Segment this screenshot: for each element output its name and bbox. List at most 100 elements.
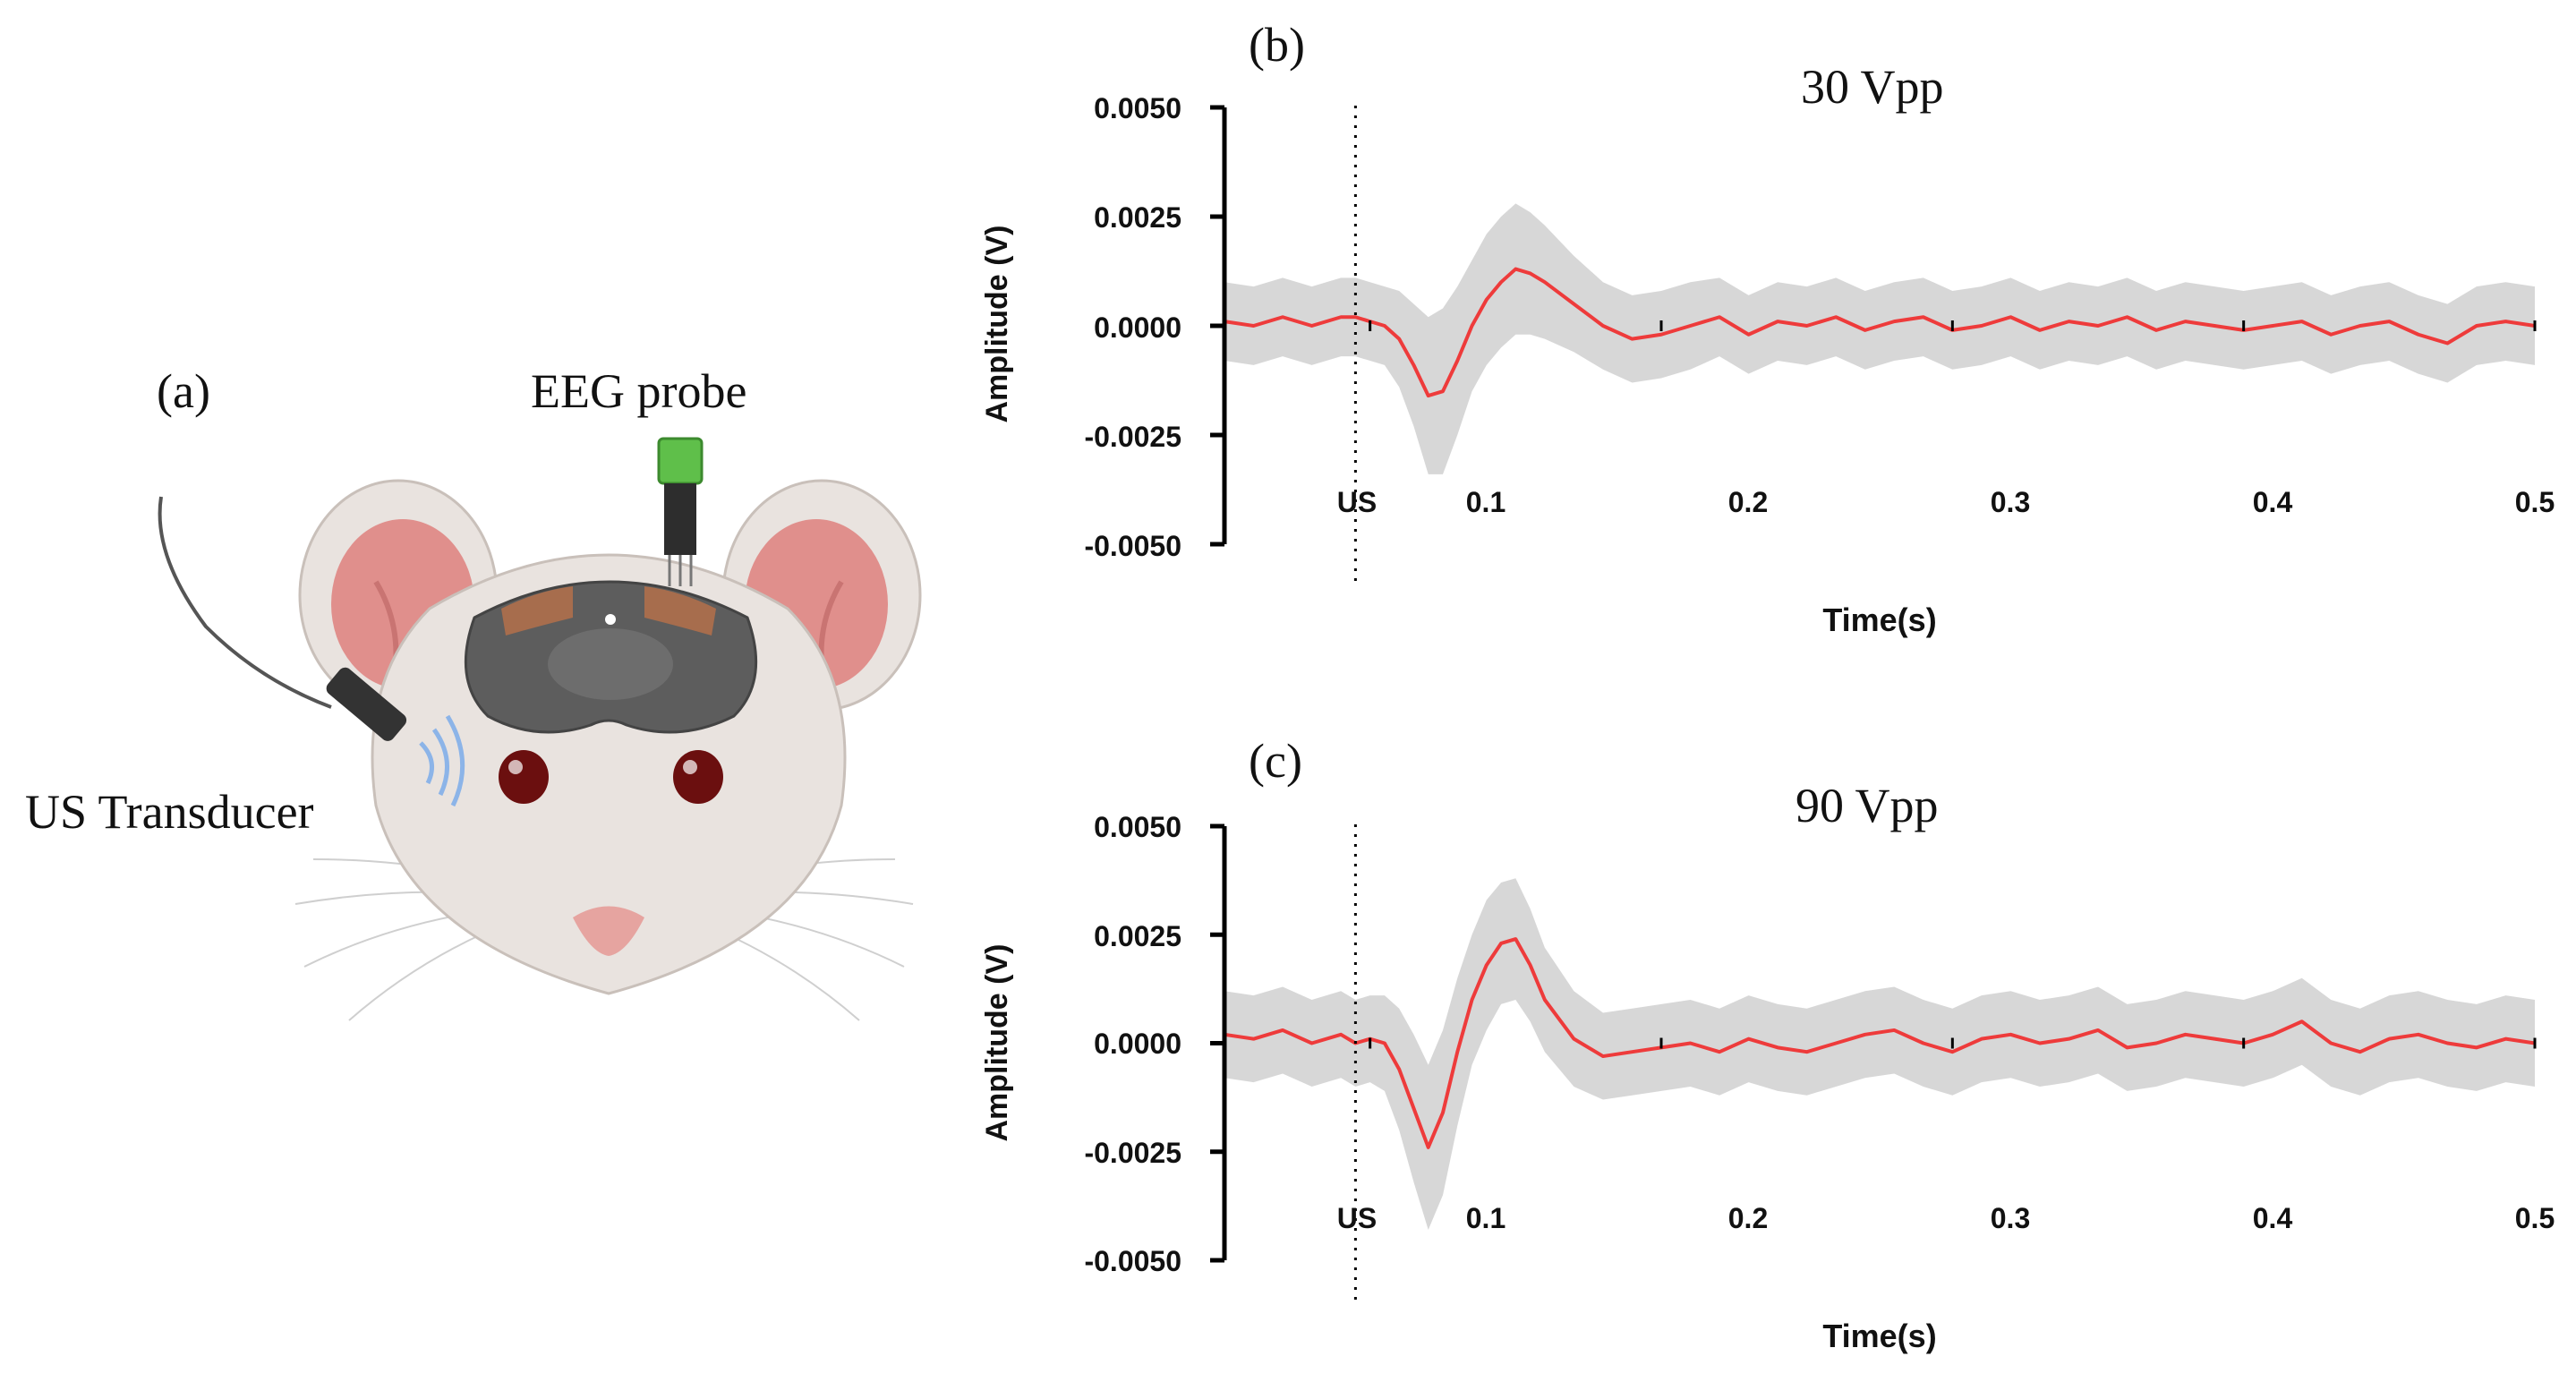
mean-point	[1601, 324, 1605, 328]
mean-point	[1834, 315, 1838, 319]
mean-point	[2009, 315, 2012, 319]
spread-band-area	[1224, 203, 2535, 474]
mean-point	[1499, 942, 1503, 945]
x-tick-label: 0.2	[1728, 1202, 1768, 1234]
mean-point	[2067, 320, 2070, 323]
mean-point	[2445, 1042, 2449, 1045]
x-tick-label: 0.1	[1466, 486, 1506, 518]
chart-c-axes	[1210, 823, 2537, 1263]
mean-point	[2445, 342, 2449, 346]
y-tick-label: 0.0050	[1094, 811, 1181, 843]
y-tick-label: -0.0025	[1084, 421, 1181, 453]
x-tick-label: 0.1	[1466, 1202, 1506, 1234]
mean-point	[1892, 320, 1896, 323]
mean-point	[1441, 389, 1445, 393]
mean-point	[1659, 333, 1663, 337]
mean-point	[1412, 1106, 1415, 1110]
mean-point	[1339, 1033, 1343, 1036]
x-tick-label: 0.4	[2253, 1202, 2293, 1234]
mean-point	[1455, 359, 1459, 363]
mean-point	[1455, 1050, 1459, 1054]
mean-point	[1922, 315, 1925, 319]
mean-point	[1471, 324, 1474, 328]
mean-point	[1805, 1050, 1809, 1054]
y-tick-label: -0.0050	[1084, 1245, 1181, 1277]
mean-point	[1397, 337, 1401, 341]
mean-point	[1747, 1037, 1751, 1041]
mean-point	[2358, 324, 2362, 328]
mean-point	[1310, 1042, 1314, 1045]
us-marker-label: US	[1337, 1202, 1377, 1234]
mean-point	[2271, 1033, 2274, 1036]
us-transducer-label: US Transducer	[25, 785, 314, 839]
mean-point	[1339, 315, 1343, 319]
mean-point	[2126, 315, 2129, 319]
mean-point	[2358, 1050, 2362, 1054]
us-transducer-icon	[158, 496, 465, 807]
nose	[573, 906, 644, 956]
mean-point	[1412, 363, 1415, 367]
mean-point	[1980, 324, 1983, 328]
mean-point	[1572, 1037, 1575, 1041]
us-marker-label: US	[1337, 486, 1377, 518]
mean-point	[2213, 1037, 2216, 1041]
mean-point	[1471, 998, 1474, 1002]
chart-c-plot	[1210, 823, 2537, 1303]
chart-c: (c) 90 Vpp Amplitude (V) Time(s) 0.0050 …	[980, 734, 2555, 1354]
mean-point	[2503, 1037, 2507, 1041]
mean-point	[1252, 324, 1256, 328]
panel-b-label: (b)	[1249, 18, 1305, 72]
mean-point	[2038, 328, 2042, 332]
mean-point	[2038, 1042, 2042, 1045]
spread-band-area	[1224, 878, 2535, 1231]
mean-point	[2475, 1045, 2478, 1049]
mean-point	[1281, 315, 1284, 319]
mean-point	[1747, 333, 1751, 337]
mean-point	[2329, 1042, 2333, 1045]
chart-c-yticks: 0.0050 0.0025 0.0000 -0.0025 -0.0050	[1084, 811, 1181, 1277]
mean-point	[1485, 298, 1488, 302]
y-tick-label: 0.0025	[1094, 920, 1181, 952]
mean-point	[1529, 963, 1532, 967]
x-tick-label: 0.5	[2515, 486, 2555, 518]
y-tick-label: -0.0050	[1084, 530, 1181, 562]
mean-point	[2387, 1037, 2391, 1041]
panel-a-label: (a)	[157, 364, 210, 418]
mean-point	[1689, 324, 1693, 328]
right-eye	[673, 750, 723, 804]
mean-point	[2184, 320, 2188, 323]
mean-point	[1441, 1111, 1445, 1114]
mean-point	[1514, 268, 1517, 271]
mean-point	[1252, 1037, 1256, 1041]
mean-point	[1980, 1037, 1983, 1041]
chart-b-xticks: US 0.1 0.2 0.3 0.4 0.5	[1337, 486, 2555, 518]
mean-point	[2009, 1033, 2012, 1036]
mean-point	[2417, 333, 2420, 337]
mean-point	[1353, 315, 1357, 319]
chart-b-xlabel: Time(s)	[1822, 601, 1936, 638]
mean-point	[2154, 328, 2158, 332]
mean-point	[2475, 324, 2478, 328]
mean-point	[2387, 320, 2391, 323]
mean-point	[1864, 328, 1867, 332]
mean-point	[1383, 1042, 1386, 1045]
y-tick-label: -0.0025	[1084, 1137, 1181, 1169]
mean-point	[1718, 1050, 1721, 1054]
chart-b: (b) 30 Vpp Amplitude (V) Time(s) 0.0050 …	[980, 18, 2555, 638]
y-tick-label: 0.0000	[1094, 311, 1181, 344]
mean-point	[1427, 1146, 1430, 1149]
mean-point	[1892, 1028, 1896, 1032]
mean-point	[1383, 324, 1386, 328]
x-tick-label: 0.5	[2515, 1202, 2555, 1234]
mean-point	[2067, 1037, 2070, 1041]
mean-point	[1776, 1045, 1779, 1049]
mean-point	[1485, 963, 1488, 967]
mean-point	[1601, 1054, 1605, 1058]
mean-point	[1950, 1050, 1954, 1054]
chart-c-title: 90 Vpp	[1796, 779, 1939, 832]
x-tick-label: 0.2	[1728, 486, 1768, 518]
mean-point	[1630, 1050, 1633, 1054]
mean-point	[2417, 1033, 2420, 1036]
y-tick-label: 0.0050	[1094, 92, 1181, 124]
left-eye	[499, 750, 549, 804]
